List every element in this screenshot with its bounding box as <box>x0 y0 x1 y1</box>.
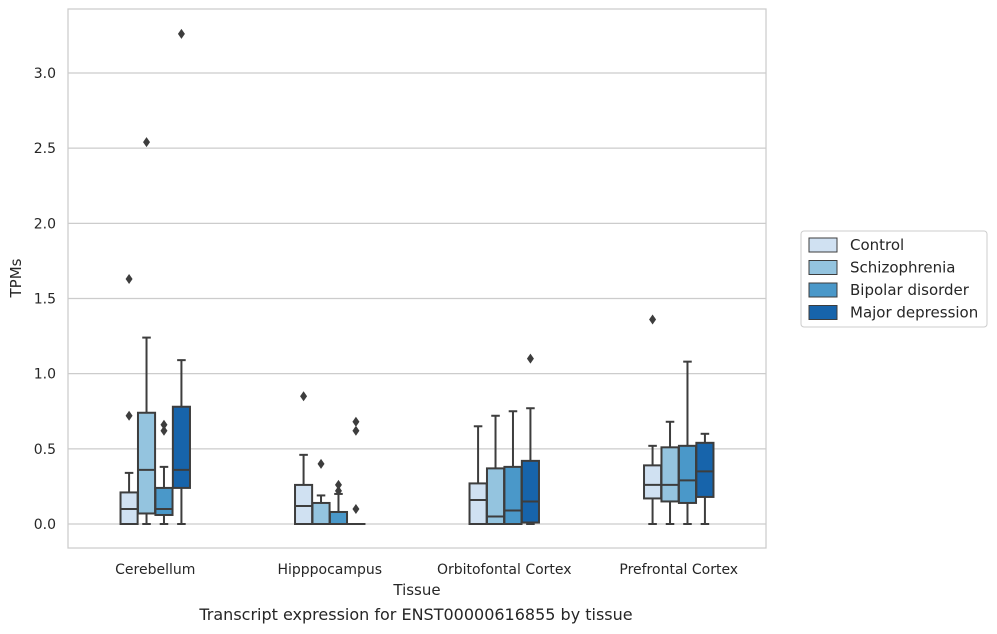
box-major-depression <box>346 416 366 526</box>
y-axis-label: TPMs <box>7 258 25 298</box>
box-body <box>154 486 174 516</box>
outlier-point <box>300 391 308 402</box>
box-schizophrenia <box>485 414 506 526</box>
y-tick-label: 3.0 <box>34 66 56 82</box>
box-body <box>294 483 314 525</box>
box-body <box>171 405 191 489</box>
box-major-depression <box>171 28 191 525</box>
outlier-point <box>143 137 151 148</box>
box-body <box>311 501 331 526</box>
y-tick-label: 0.5 <box>34 442 56 458</box>
x-tick-labels: Cerebellum Hipppocampus Orbitofontal Corte… <box>115 562 738 578</box>
legend-frame <box>800 230 988 328</box>
box-body <box>677 444 698 504</box>
y-tick-label: 2.5 <box>34 141 56 157</box>
box-control <box>468 425 488 526</box>
outlier-point <box>177 28 185 39</box>
legend-entry: Control <box>850 236 904 254</box>
plot-area-frame <box>67 8 767 549</box>
box-body <box>695 441 715 498</box>
y-tick-label: 1.5 <box>34 292 56 308</box>
legend-entry: Bipolar disorder <box>850 281 970 299</box>
legend-entry: Schizophrenia <box>850 259 955 277</box>
box-major-depression <box>520 353 540 525</box>
x-tick-label: Prefrontal Cortex <box>619 562 738 578</box>
outlier-point <box>125 273 133 284</box>
box-schizophrenia <box>311 458 331 526</box>
outlier-point <box>160 419 168 430</box>
box-body <box>136 411 157 515</box>
outlier-point <box>317 458 325 469</box>
box-body <box>503 465 523 525</box>
y-tick-labels: 0.0 0.5 1.0 1.5 2.0 2.5 3.0 <box>34 66 56 533</box>
box-control <box>294 391 314 525</box>
box-body <box>643 464 663 500</box>
x-axis-label: Tissue <box>392 581 440 599</box>
box-bipolar-disorder <box>677 360 698 525</box>
outlier-point <box>334 485 342 496</box>
legend-swatch <box>808 260 838 275</box>
legend-swatch <box>808 282 838 298</box>
box-body <box>660 446 680 503</box>
outlier-point <box>160 425 168 436</box>
y-tick-label: 1.0 <box>34 367 56 383</box>
box-bipolar-disorder <box>154 419 174 525</box>
outlier-point <box>526 353 534 364</box>
outlier-point <box>334 479 342 490</box>
boxes <box>119 28 715 526</box>
y-tick-label: 0.0 <box>34 517 56 533</box>
box-control <box>643 314 663 525</box>
x-tick-label: Orbitofontal Cortex <box>437 562 572 578</box>
box-body <box>520 459 540 524</box>
y-tick-label: 2.0 <box>34 216 56 232</box>
outlier-point <box>352 416 360 427</box>
box-schizophrenia <box>660 420 680 525</box>
box-schizophrenia <box>136 137 157 525</box>
box-bipolar-disorder <box>328 479 349 525</box>
legend: Control Schizophrenia Bipolar disorder Majo… <box>800 230 988 328</box>
outlier-point <box>125 410 133 421</box>
outlier-point <box>649 314 657 325</box>
box-major-depression <box>695 432 715 525</box>
figure-caption: Transcript expression for ENST0000061685… <box>199 605 633 624</box>
box-bipolar-disorder <box>503 410 523 525</box>
legend-swatch <box>808 237 838 253</box>
outlier-point <box>352 425 360 436</box>
legend-entry: Major depression <box>850 304 978 322</box>
x-tick-label: Cerebellum <box>115 562 195 578</box>
legend-swatch <box>808 305 838 320</box>
box-body <box>468 482 488 526</box>
box-control <box>119 273 139 525</box>
box-body <box>328 510 349 525</box>
outlier-point <box>352 503 360 514</box>
x-tick-label: Hipppocampus <box>277 562 382 578</box>
